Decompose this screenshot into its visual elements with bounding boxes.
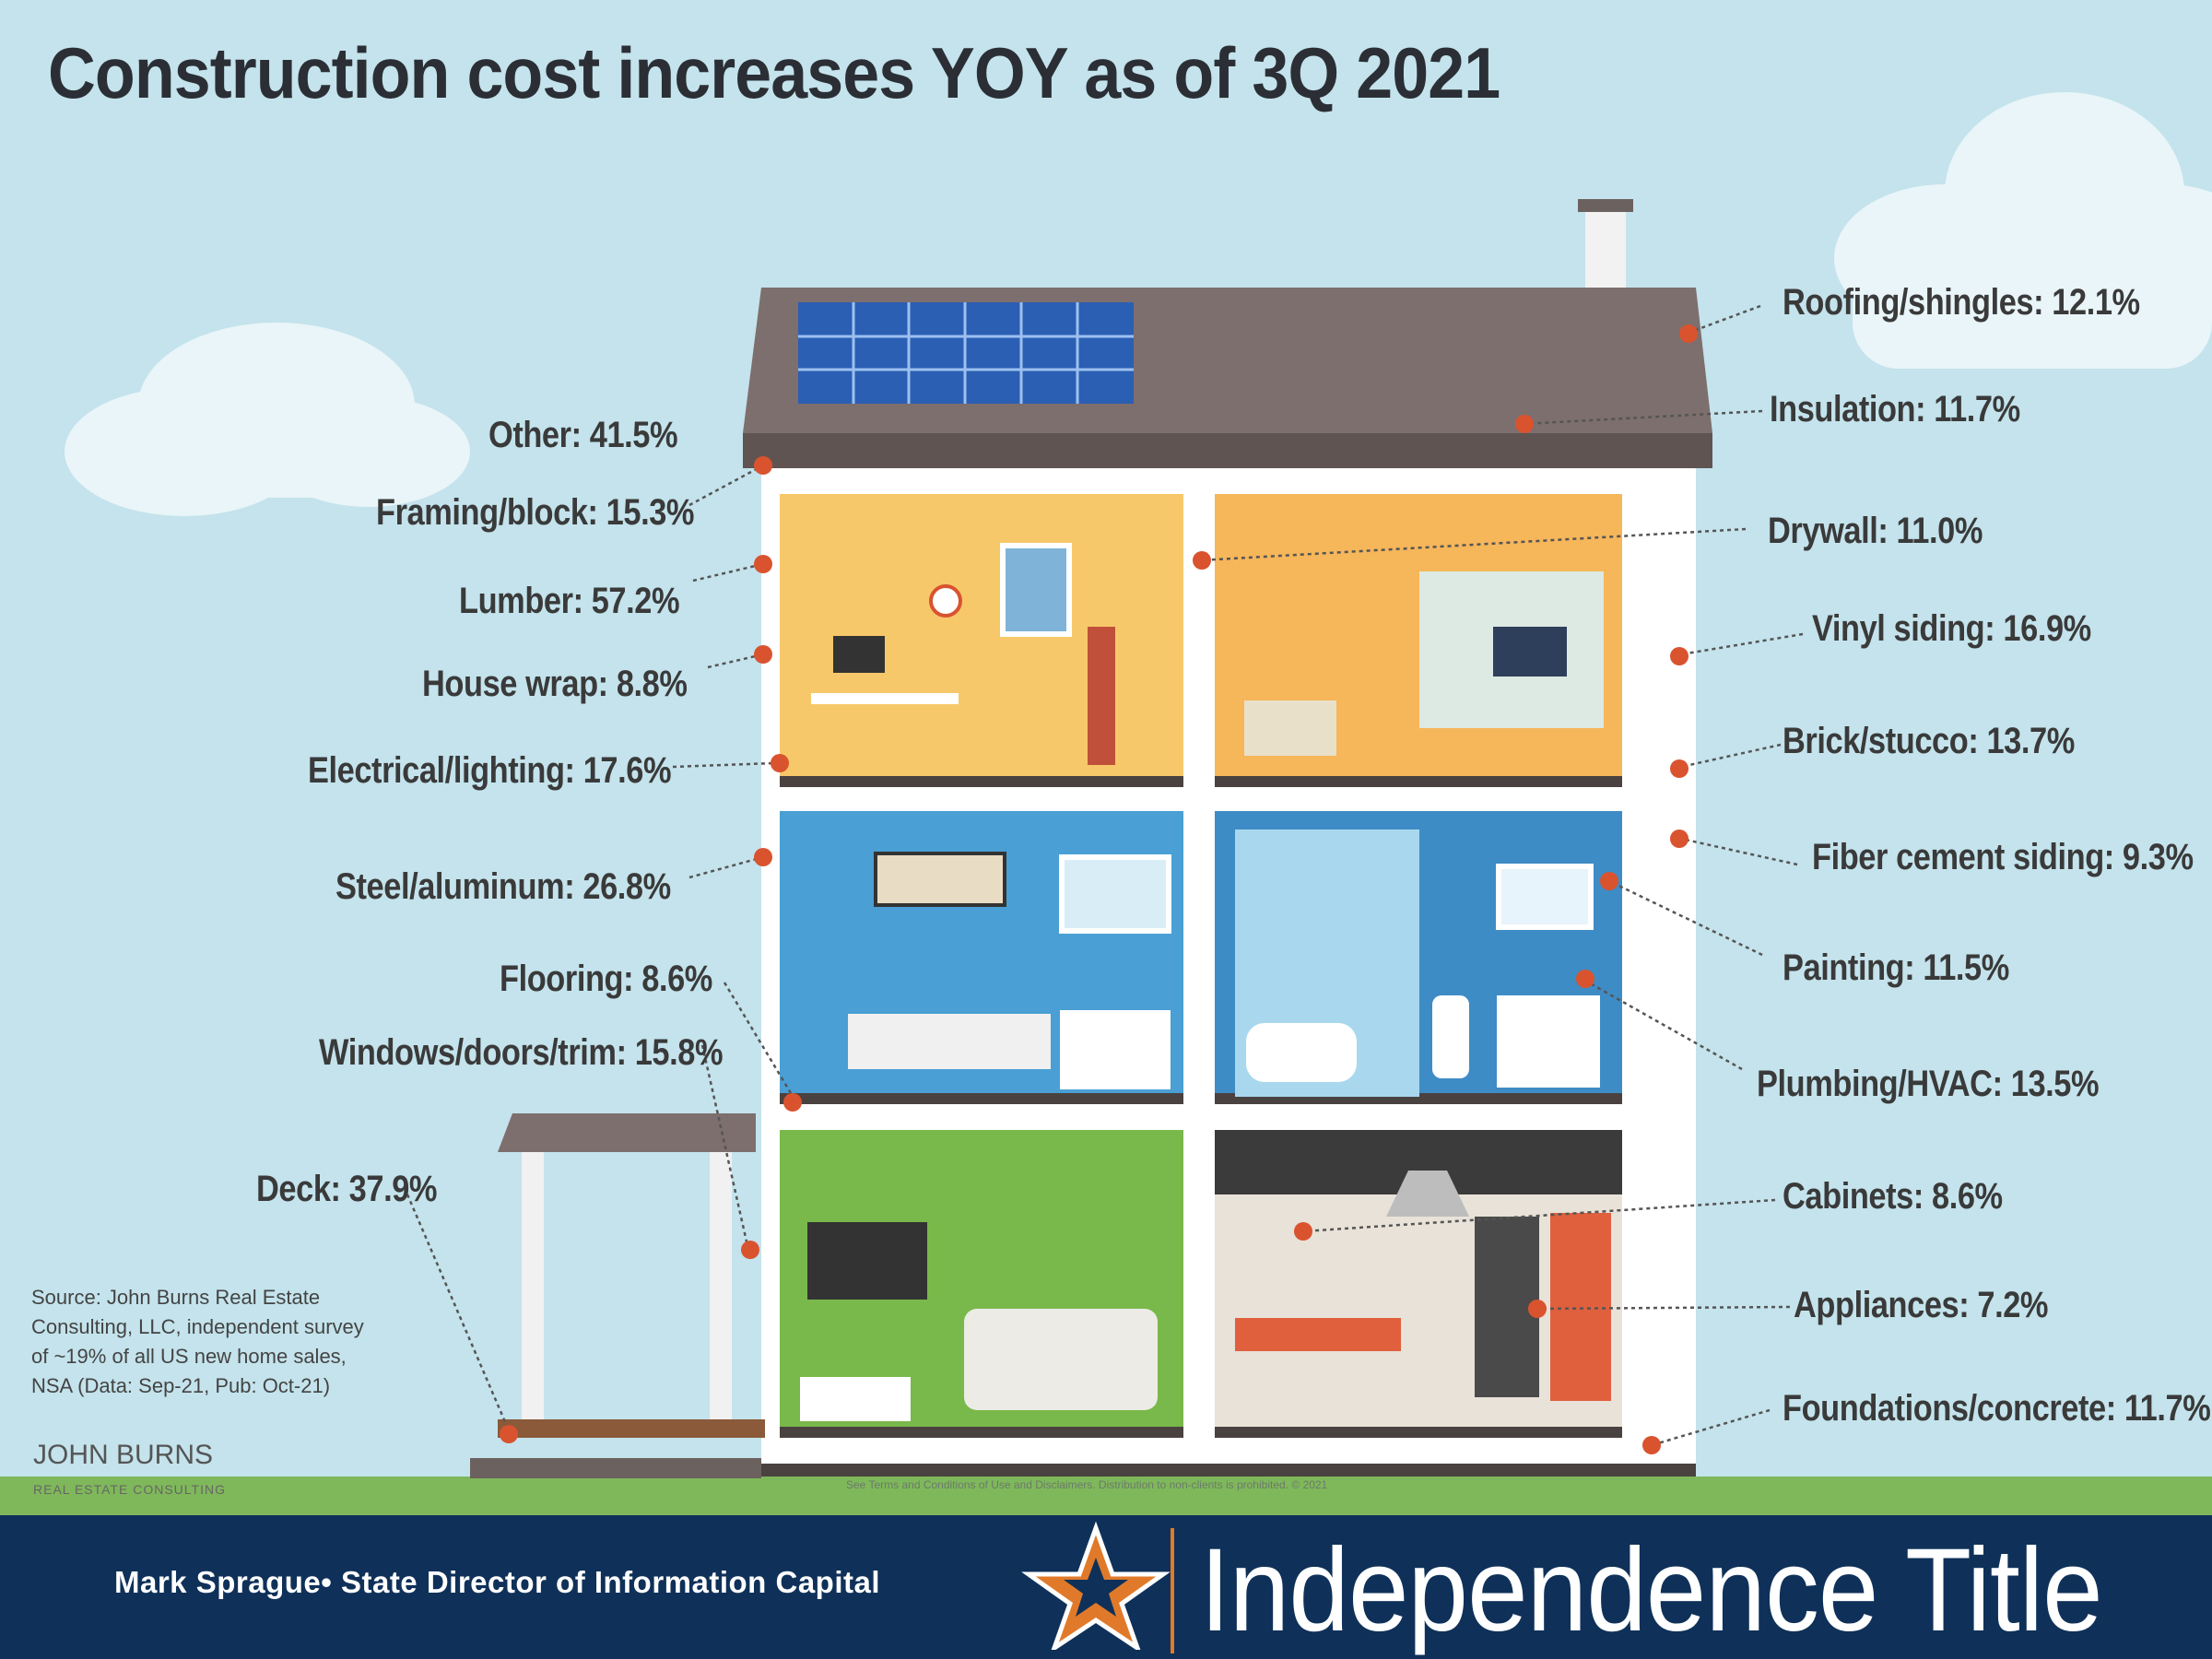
label-lumber: Lumber: 57.2% xyxy=(459,581,680,621)
label-foundations-concrete: Foundations/concrete: 11.7% xyxy=(1783,1388,2211,1429)
chart-title: Construction cost increases YOY as of 3Q… xyxy=(48,32,1500,113)
label-insulation: Insulation: 11.7% xyxy=(1770,389,2020,429)
brand-divider xyxy=(1171,1528,1174,1653)
cloud-left xyxy=(65,323,470,516)
label-painting: Painting: 11.5% xyxy=(1783,947,2009,988)
cloud-right xyxy=(1834,92,2212,369)
label-deck: Deck: 37.9% xyxy=(256,1169,438,1209)
leader-dots xyxy=(500,324,1698,1454)
disclaimer: See Terms and Conditions of Use and Disc… xyxy=(846,1478,1328,1491)
solar-panel xyxy=(798,302,1134,404)
label-roofing-shingles: Roofing/shingles: 12.1% xyxy=(1783,282,2140,323)
brand-name: Independence Title xyxy=(1200,1524,2103,1656)
label-drywall: Drywall: 11.0% xyxy=(1768,511,1983,551)
grass xyxy=(0,1477,2212,1517)
leader-lines xyxy=(406,304,1804,1447)
label-cabinets: Cabinets: 8.6% xyxy=(1783,1176,2003,1217)
presenter-credit: Mark Sprague• State Director of Informat… xyxy=(114,1565,881,1599)
source-note: Source: John Burns Real Estate Consultin… xyxy=(31,1286,364,1397)
label-plumbing-hvac: Plumbing/HVAC: 13.5% xyxy=(1757,1064,2100,1104)
label-brick-stucco: Brick/stucco: 13.7% xyxy=(1783,721,2075,761)
label-vinyl-siding: Vinyl siding: 16.9% xyxy=(1812,608,2091,649)
star-logo-icon xyxy=(1021,1521,1171,1650)
label-steel-aluminum: Steel/aluminum: 26.8% xyxy=(335,866,671,907)
label-fiber-cement-siding: Fiber cement siding: 9.3% xyxy=(1812,837,2194,877)
label-flooring: Flooring: 8.6% xyxy=(500,959,712,999)
label-framing-block: Framing/block: 15.3% xyxy=(376,492,695,533)
source-logo-name: JOHN BURNS xyxy=(33,1440,214,1470)
label-appliances: Appliances: 7.2% xyxy=(1794,1285,2049,1325)
label-windows-doors-trim: Windows/doors/trim: 15.8% xyxy=(319,1032,724,1073)
label-other: Other: 41.5% xyxy=(488,415,678,455)
label-house-wrap: House wrap: 8.8% xyxy=(422,664,688,704)
source-logo-tagline: REAL ESTATE CONSULTING xyxy=(33,1482,226,1497)
label-electrical-lighting: Electrical/lighting: 17.6% xyxy=(308,750,672,791)
